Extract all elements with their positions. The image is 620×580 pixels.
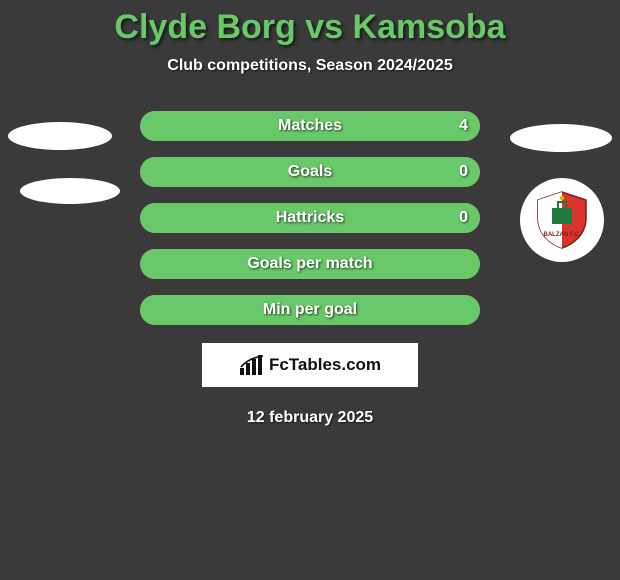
stat-row: Goals per match	[140, 249, 480, 279]
svg-text:BALZAN F.C.: BALZAN F.C.	[544, 232, 581, 238]
player1-name: Clyde Borg	[114, 8, 295, 46]
club-badge: BALZAN F.C.	[520, 178, 604, 262]
brand-text: FcTables.com	[269, 355, 381, 375]
stat-value: 0	[459, 157, 468, 187]
date-text: 12 february 2025	[0, 409, 620, 427]
stat-row: Hattricks0	[140, 203, 480, 233]
stat-label: Hattricks	[140, 203, 480, 233]
page-title: Clyde Borg vs Kamsoba	[0, 0, 620, 47]
stat-value: 4	[459, 111, 468, 141]
vs-text: vs	[305, 8, 343, 46]
decor-ellipse-right	[510, 124, 612, 152]
stat-row: Min per goal	[140, 295, 480, 325]
stat-label: Goals	[140, 157, 480, 187]
stats-container: Matches4Goals0Hattricks0Goals per matchM…	[140, 111, 480, 325]
stat-row: Goals0	[140, 157, 480, 187]
stat-value: 0	[459, 203, 468, 233]
fctables-bars-icon	[239, 354, 265, 376]
stat-label: Min per goal	[140, 295, 480, 325]
brand-box[interactable]: FcTables.com	[202, 343, 418, 387]
subtitle: Club competitions, Season 2024/2025	[0, 57, 620, 75]
balzan-fc-crest-icon: BALZAN F.C.	[530, 188, 594, 252]
stat-label: Goals per match	[140, 249, 480, 279]
stat-row: Matches4	[140, 111, 480, 141]
player2-name: Kamsoba	[353, 8, 506, 46]
stat-label: Matches	[140, 111, 480, 141]
decor-ellipse-left-2	[20, 178, 120, 204]
decor-ellipse-left-1	[8, 122, 112, 150]
